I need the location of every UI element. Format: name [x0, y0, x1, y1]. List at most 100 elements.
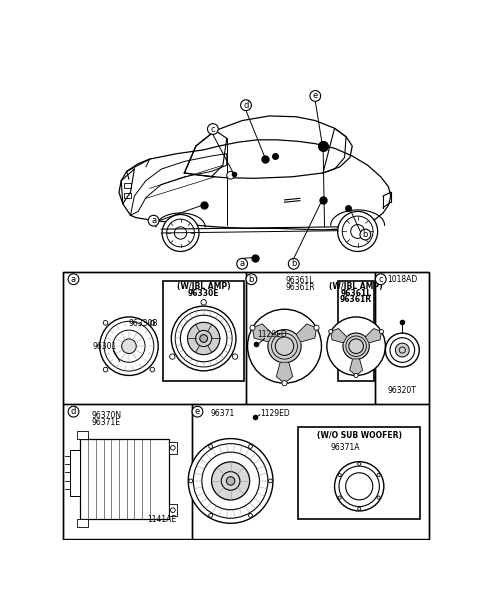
Circle shape	[169, 354, 175, 359]
Text: (W/O SUB WOOFER): (W/O SUB WOOFER)	[317, 431, 402, 440]
Text: c: c	[211, 124, 215, 134]
Circle shape	[248, 309, 322, 383]
Circle shape	[201, 300, 206, 305]
Circle shape	[314, 325, 319, 330]
Circle shape	[268, 330, 301, 363]
Bar	[124, 193, 131, 198]
Circle shape	[227, 476, 235, 485]
Text: 1129ED: 1129ED	[258, 330, 288, 339]
Circle shape	[335, 462, 384, 511]
Bar	[338, 281, 374, 381]
Circle shape	[375, 274, 386, 285]
Bar	[63, 404, 192, 540]
Circle shape	[150, 320, 155, 325]
Bar	[81, 439, 169, 520]
Circle shape	[209, 514, 213, 517]
Polygon shape	[331, 328, 347, 343]
Circle shape	[227, 171, 234, 179]
Circle shape	[100, 317, 158, 376]
Text: 96370N: 96370N	[92, 411, 122, 420]
Text: 96371: 96371	[211, 410, 235, 418]
Bar	[163, 281, 244, 381]
Polygon shape	[296, 324, 316, 342]
Circle shape	[189, 479, 192, 483]
Text: 96361L: 96361L	[340, 290, 372, 298]
Circle shape	[343, 333, 369, 359]
Text: 1129ED: 1129ED	[260, 410, 289, 418]
Circle shape	[188, 439, 273, 523]
Circle shape	[232, 354, 238, 359]
Bar	[375, 271, 429, 404]
Text: 96330E: 96330E	[188, 290, 219, 298]
Circle shape	[377, 473, 380, 476]
Circle shape	[249, 514, 252, 517]
Text: 1141AE: 1141AE	[147, 515, 176, 524]
Circle shape	[150, 367, 155, 372]
Circle shape	[162, 214, 199, 251]
Polygon shape	[276, 362, 293, 383]
Bar	[77, 520, 88, 527]
Bar	[63, 271, 429, 538]
Bar	[299, 427, 420, 520]
Text: 96361R: 96361R	[285, 283, 315, 292]
Polygon shape	[365, 328, 382, 343]
Circle shape	[327, 317, 385, 376]
Circle shape	[379, 330, 384, 334]
Polygon shape	[252, 324, 273, 342]
Text: 96320T: 96320T	[388, 386, 417, 395]
Circle shape	[250, 325, 255, 330]
Circle shape	[207, 124, 218, 134]
Circle shape	[337, 211, 378, 251]
Circle shape	[246, 274, 257, 285]
Text: a: a	[71, 275, 76, 283]
Text: (W/JBL AMP): (W/JBL AMP)	[329, 282, 383, 291]
Text: 96361R: 96361R	[340, 296, 372, 305]
Circle shape	[68, 406, 79, 417]
Circle shape	[360, 229, 371, 240]
Circle shape	[171, 306, 236, 371]
Text: c: c	[378, 275, 383, 283]
Circle shape	[249, 444, 252, 449]
Circle shape	[358, 463, 361, 466]
Text: 96371A: 96371A	[331, 443, 360, 452]
Text: 96330B: 96330B	[128, 319, 157, 328]
Text: e: e	[312, 92, 318, 100]
Circle shape	[354, 373, 358, 378]
Circle shape	[377, 496, 380, 499]
Circle shape	[396, 343, 409, 357]
Circle shape	[385, 333, 419, 367]
Circle shape	[338, 473, 341, 476]
Bar	[63, 271, 246, 404]
Text: d: d	[243, 101, 249, 110]
Circle shape	[329, 330, 333, 334]
Bar	[169, 504, 177, 515]
Text: d: d	[71, 407, 76, 416]
Circle shape	[338, 496, 341, 499]
Circle shape	[237, 259, 248, 269]
Text: 96301: 96301	[92, 342, 117, 351]
Circle shape	[68, 274, 79, 285]
Text: b: b	[363, 230, 368, 239]
Text: 96361L: 96361L	[286, 276, 314, 285]
Text: b: b	[249, 275, 254, 283]
Polygon shape	[349, 359, 362, 376]
Circle shape	[121, 339, 136, 353]
Circle shape	[200, 334, 207, 342]
Bar	[192, 404, 429, 540]
Circle shape	[310, 90, 321, 101]
Bar	[70, 450, 81, 497]
Circle shape	[188, 322, 220, 354]
Bar	[77, 431, 88, 439]
Bar	[169, 443, 177, 454]
Circle shape	[192, 406, 203, 417]
Circle shape	[268, 479, 272, 483]
Circle shape	[103, 367, 108, 372]
Circle shape	[240, 100, 252, 110]
Text: 96371E: 96371E	[92, 418, 121, 427]
Bar	[124, 183, 131, 188]
Text: (W/JBL AMP): (W/JBL AMP)	[177, 282, 230, 291]
Circle shape	[288, 259, 299, 269]
Circle shape	[209, 444, 213, 449]
Circle shape	[346, 473, 373, 500]
Text: b: b	[291, 259, 297, 268]
